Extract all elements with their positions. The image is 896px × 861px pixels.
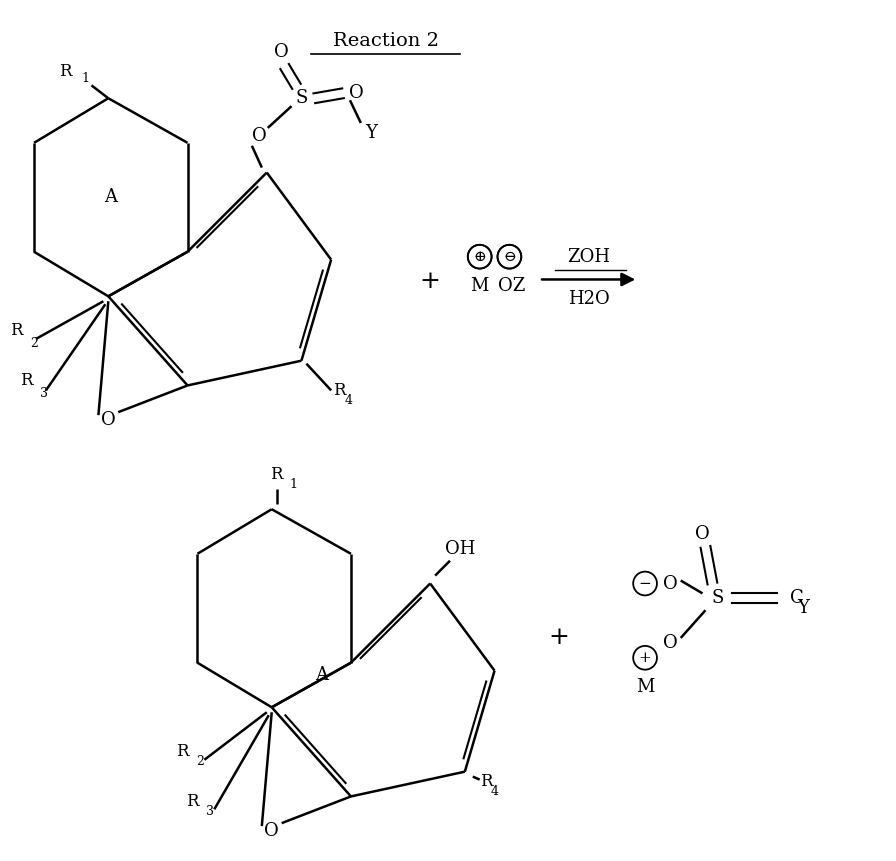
Text: 2: 2 <box>30 338 38 350</box>
Text: OH: OH <box>444 540 475 558</box>
Text: R: R <box>59 63 72 80</box>
Text: ⊖: ⊖ <box>503 250 516 263</box>
Text: 1: 1 <box>82 72 90 85</box>
Text: M: M <box>470 277 489 295</box>
Text: O: O <box>663 634 678 652</box>
Text: 4: 4 <box>345 393 353 406</box>
Text: A: A <box>104 189 116 207</box>
Text: R: R <box>177 743 189 760</box>
Text: O: O <box>264 822 279 840</box>
Text: Y: Y <box>797 599 809 617</box>
Text: 1: 1 <box>289 478 297 491</box>
Text: S: S <box>711 590 724 607</box>
Text: ZOH: ZOH <box>567 248 610 266</box>
Text: R: R <box>333 382 346 399</box>
Text: R: R <box>20 372 32 389</box>
Text: OZ: OZ <box>497 277 525 295</box>
Text: A: A <box>314 666 328 684</box>
Text: O: O <box>253 127 267 145</box>
Text: 2: 2 <box>196 755 204 768</box>
Text: −: − <box>503 250 516 263</box>
Text: M: M <box>636 678 654 697</box>
Text: −: − <box>639 577 651 591</box>
Text: S: S <box>296 90 307 108</box>
Text: O: O <box>663 574 678 592</box>
Text: O: O <box>274 43 289 61</box>
Text: +: + <box>639 651 651 665</box>
Text: 4: 4 <box>490 785 498 798</box>
Text: R: R <box>479 773 492 790</box>
Text: O: O <box>101 411 116 429</box>
Text: 3: 3 <box>206 805 214 818</box>
Text: R: R <box>271 466 283 483</box>
Text: Reaction 2: Reaction 2 <box>332 32 439 50</box>
Text: R: R <box>10 323 22 339</box>
Text: Y: Y <box>365 124 376 142</box>
Text: +: + <box>419 270 441 293</box>
Text: O: O <box>695 525 710 543</box>
Text: 3: 3 <box>40 387 48 400</box>
Text: ⊕: ⊕ <box>473 250 486 263</box>
Text: +: + <box>473 250 486 263</box>
Text: C: C <box>789 590 804 607</box>
Text: O: O <box>349 84 363 102</box>
Text: H2O: H2O <box>568 290 609 308</box>
Text: R: R <box>186 793 199 810</box>
Text: +: + <box>548 627 569 649</box>
